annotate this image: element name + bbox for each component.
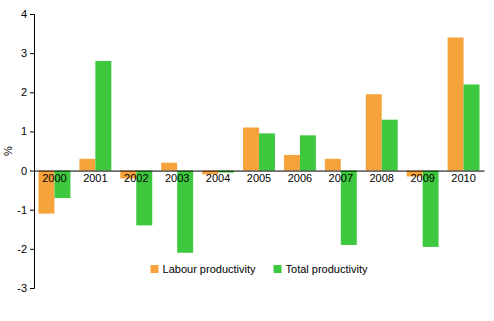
x-tick-label: 2002 <box>124 172 148 184</box>
y-tick-mark <box>30 53 34 54</box>
y-tick-label: 2 <box>21 86 27 98</box>
x-tick: 2003 <box>165 172 189 184</box>
x-tick-label: 2004 <box>206 172 230 184</box>
bar <box>464 84 480 170</box>
y-tick-mark <box>30 210 34 211</box>
x-tick-label: 2000 <box>42 172 66 184</box>
x-tick: 2006 <box>288 172 312 184</box>
y-tick-mark <box>30 288 34 289</box>
bars <box>39 37 480 252</box>
x-tick: 2000 <box>42 172 66 184</box>
legend-label: Labour productivity <box>163 263 256 275</box>
bar <box>382 120 398 171</box>
legend-label: Total productivity <box>286 263 368 275</box>
x-tick-label: 2001 <box>83 172 107 184</box>
y-tick-label: -1 <box>17 204 27 216</box>
y-tick: 1 <box>21 125 34 137</box>
x-tick: 2008 <box>369 172 393 184</box>
bar <box>325 159 341 171</box>
legend: Labour productivity Total productivity <box>151 263 368 275</box>
bar <box>79 159 95 171</box>
chart: -3-2-10123420002001200220032004200520062… <box>0 0 494 321</box>
legend-swatch <box>151 265 159 273</box>
bar <box>243 128 259 171</box>
y-tick: -3 <box>17 282 34 294</box>
y-tick-label: -3 <box>17 282 27 294</box>
y-tick: 2 <box>21 86 34 98</box>
y-axis: -3 -2 -1 0 1 2 3 4 <box>17 8 34 294</box>
y-axis-line <box>30 15 35 289</box>
y-tick-label: 0 <box>21 165 27 177</box>
bar <box>284 155 300 171</box>
x-tick: 2009 <box>410 172 434 184</box>
x-tick-label: 2006 <box>288 172 312 184</box>
y-tick-mark <box>30 131 34 132</box>
x-tick: 2007 <box>329 172 353 184</box>
y-tick-mark <box>30 249 34 250</box>
x-tick-label: 2009 <box>410 172 434 184</box>
y-tick: 3 <box>21 47 34 59</box>
legend-item: Total productivity <box>274 263 368 275</box>
x-tick: 2005 <box>247 172 271 184</box>
y-tick: 0 <box>21 165 34 177</box>
x-tick: 2002 <box>124 172 148 184</box>
x-tick-label: 2010 <box>451 172 475 184</box>
bar <box>448 37 464 170</box>
x-tick-label: 2008 <box>369 172 393 184</box>
y-tick-label: 3 <box>21 47 27 59</box>
y-tick: 4 <box>21 8 34 20</box>
x-tick-label: 2005 <box>247 172 271 184</box>
y-tick-label: 1 <box>21 125 27 137</box>
x-tick-label: 2007 <box>329 172 353 184</box>
x-tick: 2001 <box>83 172 107 184</box>
x-tick: 2004 <box>206 172 230 184</box>
bar <box>95 61 111 171</box>
x-axis: 2000 2001 2002 2003 2004 2005 2006 2007 2008 2009… <box>35 171 485 184</box>
bar <box>300 135 316 170</box>
bar <box>366 94 382 170</box>
legend-swatch <box>274 265 282 273</box>
y-tick-label: 4 <box>21 8 27 20</box>
y-tick-label: -2 <box>17 243 27 255</box>
y-tick: -2 <box>17 243 34 255</box>
y-tick: -1 <box>17 204 34 216</box>
x-tick: 2010 <box>451 172 475 184</box>
plot: -3-2-10123420002001200220032004200520062… <box>17 8 484 294</box>
y-tick-mark <box>30 92 34 93</box>
bar <box>161 163 177 171</box>
legend-item: Labour productivity <box>151 263 256 275</box>
y-tick-mark <box>30 171 34 172</box>
y-axis-title: % <box>2 146 14 156</box>
x-tick-label: 2003 <box>165 172 189 184</box>
bar <box>259 133 275 170</box>
y-tick-mark <box>30 14 34 15</box>
